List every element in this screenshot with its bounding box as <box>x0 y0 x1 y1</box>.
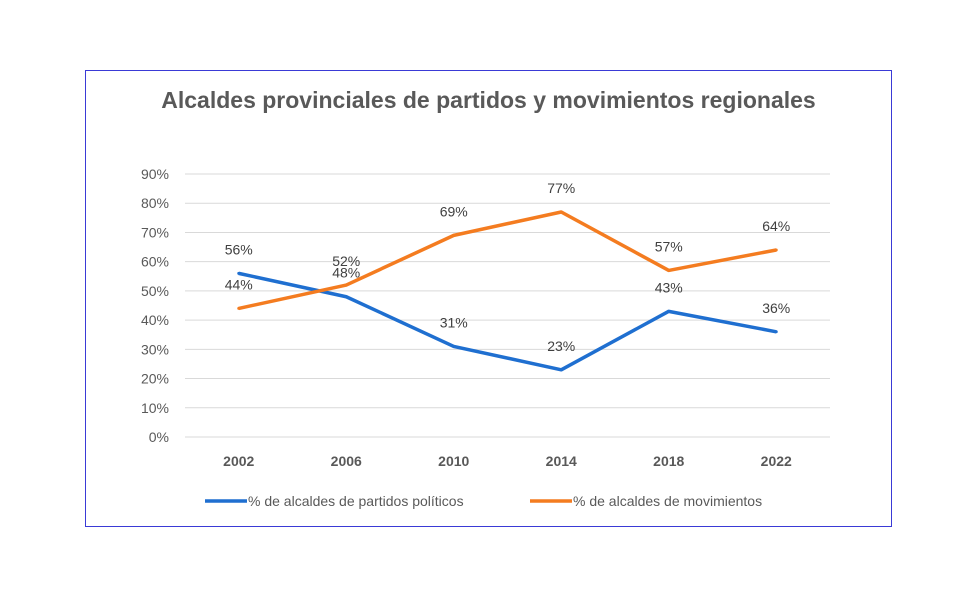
data-point <box>344 283 348 287</box>
data-point <box>774 330 778 334</box>
y-tick-label: 40% <box>141 312 169 328</box>
data-label: 69% <box>440 203 468 219</box>
data-label: 36% <box>762 300 790 316</box>
data-label: 43% <box>655 279 683 295</box>
x-tick-label: 2018 <box>653 453 684 469</box>
data-label: 57% <box>655 238 683 254</box>
data-point <box>667 309 671 313</box>
x-tick-label: 2006 <box>331 453 362 469</box>
y-tick-label: 10% <box>141 400 169 416</box>
y-tick-label: 50% <box>141 283 169 299</box>
chart-title: Alcaldes provinciales de partidos y movi… <box>161 87 816 113</box>
x-tick-label: 2002 <box>223 453 254 469</box>
y-tick-label: 30% <box>141 341 169 357</box>
x-tick-label: 2022 <box>761 453 792 469</box>
data-label: 23% <box>547 338 575 354</box>
y-tick-label: 0% <box>149 429 169 445</box>
series-line <box>238 271 777 372</box>
data-point <box>559 368 563 372</box>
data-label: 48% <box>332 265 360 281</box>
data-label: 64% <box>762 218 790 234</box>
y-tick-label: 90% <box>141 166 169 182</box>
legend-label: % de alcaldes de movimientos <box>573 493 762 509</box>
x-tick-label: 2014 <box>546 453 577 469</box>
data-label: 56% <box>225 241 253 257</box>
y-tick-label: 20% <box>141 371 169 387</box>
data-label: 52% <box>332 253 360 269</box>
y-tick-label: 80% <box>141 195 169 211</box>
data-point <box>667 268 671 272</box>
data-point <box>559 210 563 214</box>
chart-frame <box>85 70 892 527</box>
data-point <box>344 295 348 299</box>
data-point <box>774 248 778 252</box>
data-point <box>452 233 456 237</box>
legend-label: % de alcaldes de partidos políticos <box>248 493 464 509</box>
data-label: 31% <box>440 314 468 330</box>
data-point <box>237 271 241 275</box>
y-tick-label: 60% <box>141 254 169 270</box>
y-tick-label: 70% <box>141 224 169 240</box>
x-tick-label: 2010 <box>438 453 469 469</box>
data-label: 44% <box>225 276 253 292</box>
data-label: 77% <box>547 180 575 196</box>
series-line <box>238 210 777 311</box>
data-point <box>237 306 241 310</box>
data-point <box>452 344 456 348</box>
